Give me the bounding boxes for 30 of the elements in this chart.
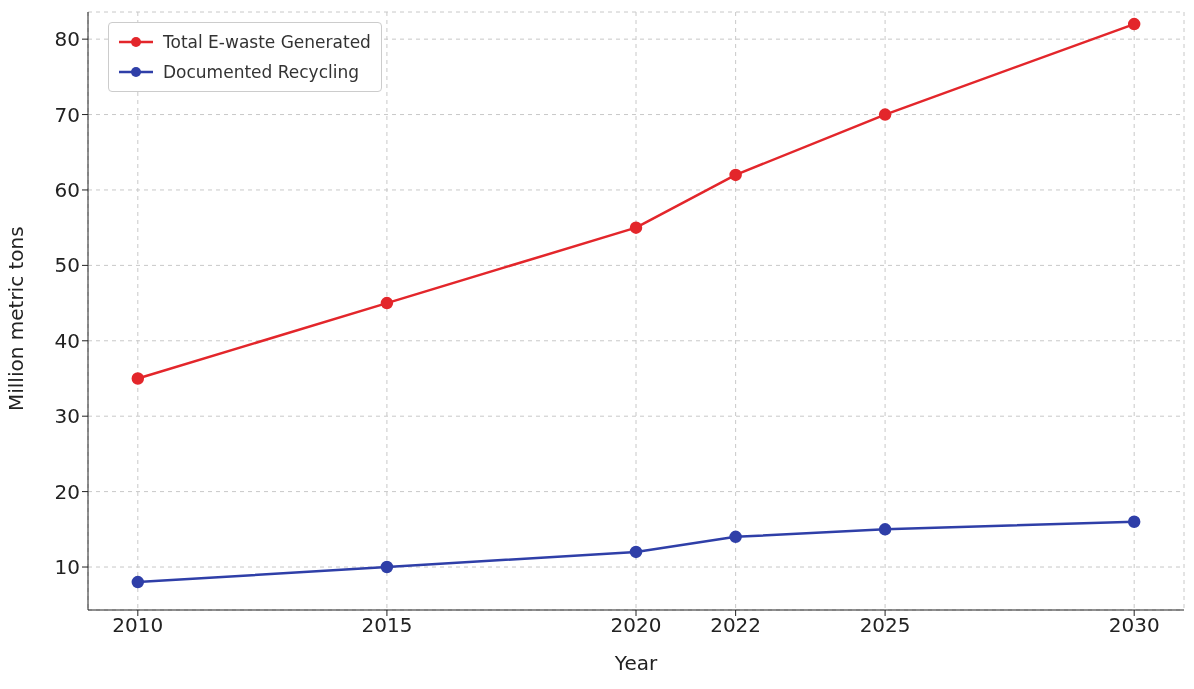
y-tick-label: 50 [54,253,80,278]
x-axis-title: Year [613,651,658,675]
y-tick-label: 80 [54,27,80,52]
y-tick-label: 70 [54,102,80,127]
legend-label: Documented Recycling [163,61,359,84]
point [629,221,643,234]
point [878,523,892,536]
y-tick-label: 60 [54,178,80,203]
x-tick-label: 2025 [859,613,911,638]
point [380,296,394,310]
point [131,575,145,589]
point [729,530,742,544]
x-tick-label: 2030 [1108,613,1160,638]
point [729,168,742,182]
point [878,108,892,121]
x-tick-label: 2015 [361,613,413,638]
legend-label: Total E-waste Generated [163,31,371,54]
y-axis-title: Million metric tons [4,226,29,411]
y-tick-label: 10 [54,555,80,580]
x-tick-label: 2020 [610,613,662,638]
point [131,372,145,385]
y-tick-label: 20 [54,479,80,504]
point [629,545,643,559]
point [380,560,394,574]
x-tick-label: 2022 [710,613,762,638]
y-tick-label: 40 [54,328,80,353]
point [1127,515,1141,529]
x-tick-label: 2010 [112,613,164,638]
y-tick-label: 30 [54,404,80,429]
point [1127,17,1141,31]
